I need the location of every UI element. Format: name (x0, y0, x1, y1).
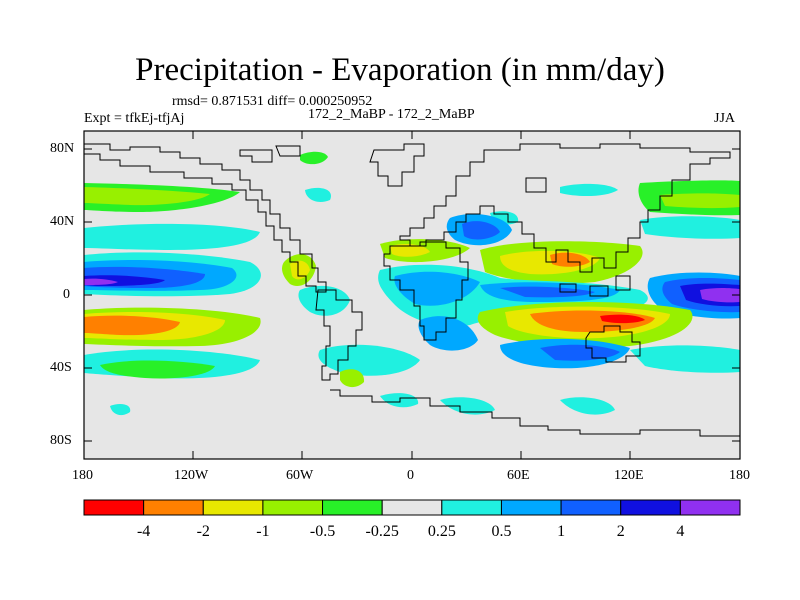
colorbar-label: 0.5 (491, 523, 511, 540)
coastline-africa (383, 241, 469, 341)
colorbar-swatch (83, 499, 145, 516)
colorbar-swatch (202, 499, 264, 516)
lat-label: 0 (63, 287, 70, 302)
lat-label: 40S (50, 360, 72, 375)
lat-label: 80N (50, 141, 75, 156)
colorbar-swatch (560, 499, 622, 516)
colorbar-swatch (679, 499, 741, 516)
stats-line: rmsd= 0.871531 diff= 0.000250952 (172, 94, 373, 109)
coastlines (84, 143, 740, 437)
lon-label: 60E (507, 468, 530, 483)
colorbar-label: -1 (256, 523, 269, 540)
lon-label: 180 (72, 468, 93, 483)
lon-label: 120W (174, 468, 209, 483)
colorbar-label: -0.5 (310, 523, 335, 540)
lat-label: 40N (50, 214, 75, 229)
colorbar-swatch (441, 499, 502, 516)
colorbar-label: -4 (137, 523, 150, 540)
coastline-australia (585, 325, 641, 363)
coastline-antarctica (350, 395, 740, 437)
colorbar-swatch (262, 499, 324, 516)
colorbar-label: 0.25 (428, 523, 456, 540)
colorbar-label: -0.25 (366, 523, 399, 540)
colorbar-label: -2 (197, 523, 210, 540)
comparison-label: 172_2_MaBP - 172_2_MaBP (308, 107, 475, 122)
colorbar-swatch (620, 499, 681, 516)
colorbar-label: 4 (676, 523, 684, 540)
coastline-greenland (369, 143, 425, 187)
lon-label: 180 (729, 468, 750, 483)
colorbar-label: 1 (557, 523, 565, 540)
lon-label: 0 (407, 468, 414, 483)
lat-label: 80S (50, 433, 72, 448)
season-label: JJA (714, 111, 736, 126)
colorbar-swatch (322, 499, 383, 516)
experiment-label: Expt = tfkEj-tfjAj (84, 111, 185, 126)
field-contours (84, 151, 740, 416)
coastline-south-america (315, 289, 363, 381)
colorbar-swatch (143, 499, 204, 516)
lon-label: 60W (286, 468, 314, 483)
plot-title: Precipitation - Evaporation (in mm/day) (135, 52, 665, 88)
coastline-north-america (84, 143, 327, 293)
colorbar-label: 2 (617, 523, 625, 540)
lon-label: 120E (614, 468, 644, 483)
colorbar-swatch (381, 499, 443, 516)
colorbar-swatch (500, 499, 562, 516)
map-plot-area (84, 131, 740, 459)
coastline-eurasia (399, 143, 731, 273)
axis-ticks (84, 131, 740, 459)
colorbar: -4 -2 -1 -0.5 -0.25 0.25 0.5 1 2 4 (83, 499, 741, 540)
